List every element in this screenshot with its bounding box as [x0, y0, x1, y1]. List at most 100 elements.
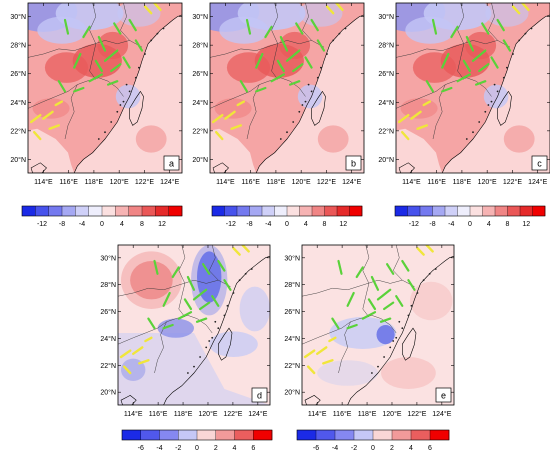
lat-tick-label: 22°N — [10, 127, 26, 135]
colorbar-a: -12 -8 -4 0 4 8 12 — [21, 205, 183, 228]
green-segment — [153, 259, 159, 275]
lat-tick-label: 30°N — [378, 13, 394, 21]
panel-label-box — [435, 387, 452, 403]
lat-tick-label: 28°N — [100, 281, 116, 289]
green-segment — [295, 22, 304, 35]
lat-tick-label: 28°N — [284, 281, 300, 289]
lon-tick-label: 120°E — [198, 410, 217, 418]
colorbar-swatch — [168, 206, 183, 216]
colorbar-label: 0 — [195, 445, 199, 452]
colorbar-swatch — [178, 430, 198, 440]
colorbar-label: -8 — [246, 221, 252, 228]
lon-tick-label: 118°E — [453, 178, 472, 186]
colorbar-swatch — [234, 430, 254, 440]
green-segment — [441, 52, 450, 69]
lon-tick-label: 116°E — [241, 178, 260, 186]
colorbar-label: -4 — [332, 445, 338, 452]
colorbar-label: -4 — [156, 445, 162, 452]
yellow-segment — [241, 245, 250, 253]
colorbar-swatch — [495, 206, 508, 216]
colorbar-label: 8 — [323, 221, 327, 228]
lat-tick-label: 22°N — [100, 362, 116, 370]
colorbar-label: 12 — [522, 221, 530, 228]
lon-tick-label: 124°E — [342, 178, 361, 186]
lon-tick-label: 114°E — [124, 410, 143, 418]
green-segment — [255, 52, 264, 69]
colorbar-swatch — [274, 206, 288, 216]
green-segment — [113, 22, 122, 35]
green-segment — [177, 311, 193, 320]
yellow-segment — [303, 349, 316, 359]
lon-tick-label: 122°E — [317, 178, 336, 186]
lon-tick-label: 114°E — [216, 178, 235, 186]
lat-tick-label: 30°N — [100, 254, 116, 262]
colorbar-swatch — [215, 430, 235, 440]
colorbar-swatch — [395, 206, 408, 216]
lat-tick-label: 24°N — [284, 335, 300, 343]
green-segment — [122, 56, 131, 69]
green-segment — [370, 275, 380, 291]
lon-tick-label: 124°E — [528, 178, 547, 186]
map-panel-c: 30°N 28°N 26°N 24°N 22°N 20°N 114°E 116°E 118°E 1… — [378, 2, 550, 186]
lon-tick-label: 122°E — [135, 178, 154, 186]
panel-label-box — [251, 387, 268, 403]
lat-tick-label: 28°N — [192, 42, 208, 50]
lon-tick-label: 120°E — [110, 178, 129, 186]
yellow-segment — [401, 130, 410, 141]
colorbar-label: 4 — [120, 221, 124, 228]
green-segment — [134, 39, 144, 52]
lon-tick-label: 114°E — [402, 178, 421, 186]
map-panel-e: 30°N 28°N 26°N 24°N 22°N 20°N 114°E 116°E 118°E 1… — [284, 244, 455, 418]
yellow-segment — [224, 110, 236, 120]
lat-tick-label: 26°N — [10, 70, 26, 78]
yellow-segment — [422, 100, 432, 107]
yellow-segment — [42, 110, 54, 120]
colorbar-swatch — [430, 430, 450, 440]
colorbar-swatch — [432, 206, 446, 216]
colorbar-label: 6 — [251, 445, 255, 452]
colorbar-swatch — [159, 430, 179, 440]
green-segment — [57, 80, 67, 93]
lon-tick-label: 122°E — [407, 410, 426, 418]
green-segment — [73, 86, 85, 93]
green-segment — [128, 18, 137, 32]
green-segment — [316, 39, 326, 52]
yellow-segment — [138, 359, 150, 365]
lat-tick-label: 24°N — [192, 99, 208, 107]
green-segment — [465, 35, 475, 52]
colorbar-label: -4 — [265, 221, 271, 228]
colorbar-swatch — [75, 206, 89, 216]
yellow-segment — [54, 100, 64, 107]
green-segment — [285, 49, 301, 62]
lat-tick-label: 26°N — [100, 308, 116, 316]
green-segment — [103, 49, 119, 62]
lat-tick-label: 20°N — [378, 156, 394, 164]
lat-tick-label: 24°N — [378, 99, 394, 107]
green-segment — [475, 80, 487, 86]
yellow-segment — [416, 124, 428, 131]
colorbar-swatch — [312, 206, 325, 216]
green-segment — [407, 279, 416, 291]
yellow-segment — [211, 113, 224, 124]
green-segment — [367, 298, 377, 311]
green-segment — [245, 18, 252, 35]
colorbar-label: 0 — [371, 445, 375, 452]
yellow-segment — [143, 5, 153, 15]
colorbar-label: 0 — [468, 221, 472, 228]
green-segment — [490, 56, 499, 69]
lon-tick-label: 118°E — [85, 178, 104, 186]
lat-tick-label: 24°N — [100, 335, 116, 343]
lat-tick-label: 30°N — [10, 13, 26, 21]
green-segment — [304, 56, 313, 69]
green-segment — [199, 301, 211, 311]
colorbar-swatch — [35, 206, 49, 216]
lat-tick-label: 30°N — [284, 254, 300, 262]
colorbar-label: -8 — [59, 221, 65, 228]
green-segment — [279, 35, 289, 52]
colorbar-label: 8 — [140, 221, 144, 228]
colorbar-label: -2 — [351, 445, 357, 452]
lon-tick-label: 116°E — [59, 178, 78, 186]
colorbar-swatch — [335, 430, 355, 440]
yellow-segment — [48, 124, 60, 131]
green-segment — [401, 259, 410, 272]
